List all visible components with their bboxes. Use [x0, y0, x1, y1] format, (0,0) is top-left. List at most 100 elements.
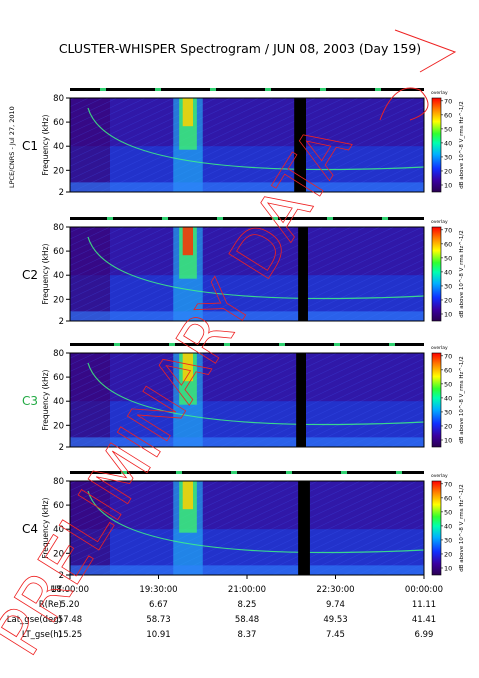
- y-tick-label: 20: [53, 295, 64, 305]
- status-bar-mark: [375, 88, 381, 91]
- colorbar-tick-label: 40: [444, 394, 452, 402]
- ephemeris-value: 21:00:00: [228, 585, 266, 595]
- ephemeris-value: 11.11: [412, 600, 436, 610]
- status-bar-mark: [100, 88, 106, 91]
- watermark-stroke: [379, 29, 457, 121]
- colorbar-header: overlay: [431, 473, 448, 479]
- status-bar-mark: [286, 471, 292, 474]
- emission-core: [182, 481, 194, 510]
- status-bar-mark: [341, 471, 347, 474]
- colorbar-label: dB above 10^-8 V_rms Hz^-1/2: [459, 484, 465, 572]
- low-frequency-band: [70, 311, 424, 321]
- ephemeris-value: 57.48: [58, 615, 82, 625]
- colorbar-tick-label: 70: [444, 352, 452, 360]
- panel-frame: [69, 226, 425, 322]
- spacecraft-label: C3: [22, 394, 38, 408]
- colorbar-tick-label: 70: [444, 97, 452, 105]
- status-bar-mark: [382, 217, 388, 220]
- low-frequency-band: [70, 565, 424, 575]
- y-tick-label: 2: [59, 443, 64, 453]
- colorbar: [431, 97, 442, 193]
- y-tick-label: 80: [53, 223, 64, 233]
- colorbar-tick-label: 10: [444, 310, 452, 318]
- y-tick-label: 40: [53, 142, 64, 152]
- colorbar-tick-label: 30: [444, 282, 452, 290]
- ephemeris-value: 58.73: [146, 615, 170, 625]
- harmonic-lines: [70, 98, 424, 192]
- y-tick-label: 60: [53, 501, 64, 511]
- status-bar-mark: [389, 343, 395, 346]
- colorbar-tick-label: 40: [444, 268, 452, 276]
- status-bar-mark: [155, 88, 161, 91]
- plasma-frequency-line: [87, 362, 425, 426]
- y-tick-label: 80: [53, 477, 64, 487]
- plasma-frequency-line: [87, 236, 425, 300]
- colorbar-label: dB above 10^-8 V_rms Hz^-1/2: [459, 101, 465, 189]
- colorbar-tick-label: 30: [444, 408, 452, 416]
- y-tick-label: 60: [53, 247, 64, 257]
- panel-c2: 2 20 40 60 80 Frequency (kHz)C2 overlay 10 20 30 4…: [22, 217, 465, 327]
- status-bar-mark: [114, 343, 120, 346]
- colorbar-tick-label: 20: [444, 422, 452, 430]
- y-tick-label: 60: [53, 373, 64, 383]
- colorbar-tick-label: 40: [444, 139, 452, 147]
- colorbar-tick-label: 30: [444, 536, 452, 544]
- panel-c4: 2 20 40 60 80 Frequency (kHz)C4 overlay 10 20 30 4…: [22, 471, 465, 581]
- colorbar-label: dB above 10^-8 V_rms Hz^-1/2: [459, 356, 465, 444]
- status-bar-mark: [169, 343, 175, 346]
- y-tick-label: 20: [53, 549, 64, 559]
- ephemeris-value: 8.25: [238, 600, 257, 610]
- ephemeris-value: 5.20: [61, 600, 80, 610]
- emission-core: [182, 98, 194, 127]
- plasma-frequency-line: [87, 490, 425, 554]
- y-tick-label: 80: [53, 94, 64, 104]
- colorbar-tick-label: 50: [444, 508, 452, 516]
- colorbar: [431, 352, 442, 448]
- status-bar: [70, 88, 424, 91]
- colorbar-tick-label: 60: [444, 366, 452, 374]
- colorbar-label: dB above 10^-8 V_rms Hz^-1/2: [459, 230, 465, 318]
- colorbar-header: overlay: [431, 345, 448, 351]
- ephemeris-value: 6.99: [415, 630, 434, 640]
- y-tick-label: 2: [59, 188, 64, 198]
- spacecraft-label: C2: [22, 268, 38, 282]
- status-bar: [70, 343, 424, 346]
- colorbar-tick-label: 20: [444, 550, 452, 558]
- data-gap: [298, 481, 310, 575]
- ephemeris-row-label: UT: [51, 585, 63, 595]
- y-tick-label: 60: [53, 118, 64, 128]
- status-bar-mark: [210, 88, 216, 91]
- status-bar: [70, 471, 424, 474]
- ephemeris-value: 22:30:00: [316, 585, 354, 595]
- colorbar-tick-label: 60: [444, 240, 452, 248]
- ephemeris-value: 10.91: [146, 630, 170, 640]
- status-bar-mark: [217, 217, 223, 220]
- status-bar-mark: [327, 217, 333, 220]
- y-axis-label: Frequency (kHz): [41, 369, 50, 430]
- status-bar: [70, 217, 424, 220]
- ephemeris-value: 49.53: [323, 615, 347, 625]
- emission-core: [182, 353, 194, 382]
- panel-c1: 2 20 40 60 80 Frequency (kHz)C1 overlay 10 20 30 4…: [22, 88, 465, 198]
- y-tick-label: 20: [53, 421, 64, 431]
- low-frequency-band: [70, 437, 424, 447]
- panel-frame: [69, 352, 425, 448]
- low-frequency-band: [70, 182, 424, 192]
- colorbar: [431, 480, 442, 576]
- y-axis-label: Frequency (kHz): [41, 243, 50, 304]
- y-axis-label: Frequency (kHz): [41, 114, 50, 175]
- status-bar-mark: [107, 217, 113, 220]
- spacecraft-label: C1: [22, 139, 38, 153]
- y-tick-label: 20: [53, 166, 64, 176]
- plasma-frequency-line: [87, 107, 425, 171]
- credit-label: LPCE/CNRS - Jul 27, 2010: [8, 106, 16, 188]
- y-axis-label: Frequency (kHz): [41, 497, 50, 558]
- panel-c3: 2 20 40 60 80 Frequency (kHz)C3 overlay 10 20 30 4…: [22, 343, 465, 453]
- colorbar-tick-label: 50: [444, 254, 452, 262]
- colorbar-tick-label: 30: [444, 153, 452, 161]
- spacecraft-label: C4: [22, 522, 38, 536]
- colorbar: [431, 226, 442, 322]
- data-gap: [296, 353, 306, 447]
- colorbar-tick-label: 20: [444, 167, 452, 175]
